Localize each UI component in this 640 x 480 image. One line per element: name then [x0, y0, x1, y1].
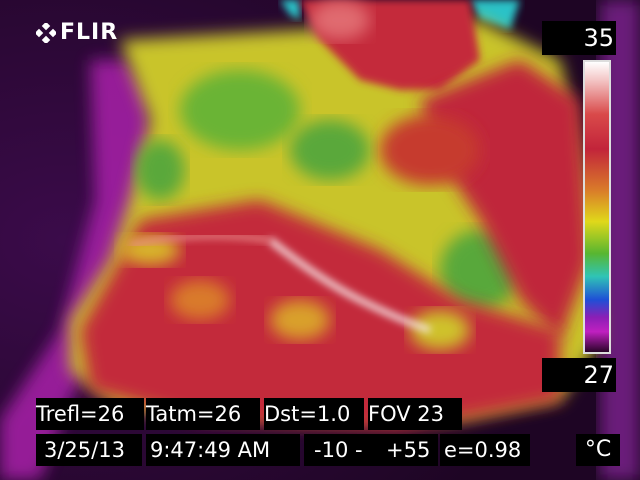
flir-diamond-icon — [36, 22, 56, 43]
logo-text: FLIR — [60, 20, 119, 45]
temperature-color-scale — [583, 60, 611, 354]
scale-max-value: 35 — [542, 21, 616, 55]
tatm-value: Tatm=26 — [146, 398, 260, 430]
fov-value: FOV 23 — [368, 398, 462, 430]
time-value: 9:47:49 AM — [146, 434, 300, 466]
scale-min-value: 27 — [542, 358, 616, 392]
range-low-value: -10 - — [304, 434, 382, 466]
scale-gradient — [585, 62, 609, 352]
range-high-value: +55 — [382, 434, 438, 466]
distance-value: Dst=1.0 — [264, 398, 364, 430]
date-value: 3/25/13 — [36, 434, 142, 466]
flir-logo: FLIR — [36, 20, 118, 45]
trefl-value: Trefl=26 — [36, 398, 144, 430]
unit-label: °C — [576, 434, 620, 466]
emissivity-value: e=0.98 — [440, 434, 530, 466]
